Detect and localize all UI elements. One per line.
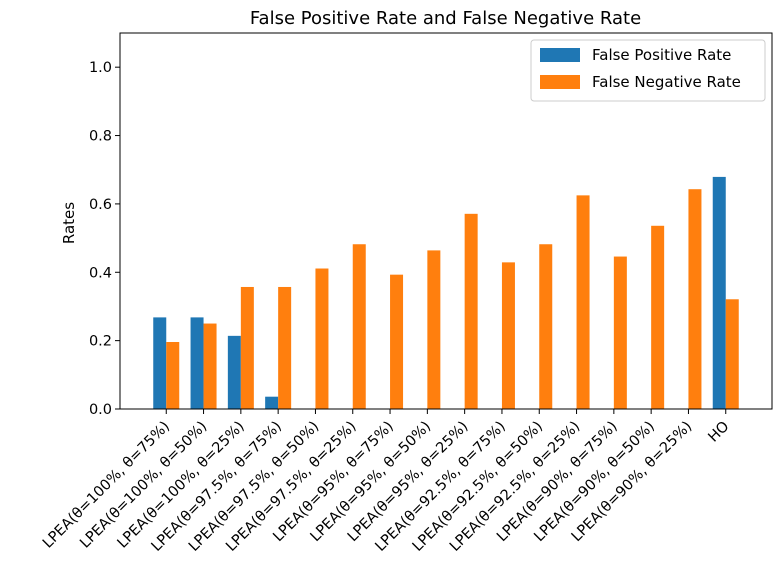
plot-frame (119, 32, 773, 410)
y-tick-label: 0.2 (89, 334, 112, 350)
fnr-bar-13 (651, 225, 665, 409)
fnr-bar-3 (278, 286, 292, 409)
legend-swatch-1 (540, 75, 580, 89)
fnr-bar-12 (613, 256, 627, 409)
y-axis-label: Rates (60, 202, 78, 244)
y-tick-label: 0.6 (89, 197, 112, 213)
fnr-bar-8 (464, 213, 478, 409)
legend: False Positive Rate False Negative Rate (530, 39, 766, 102)
fpr-bar-1 (190, 317, 204, 409)
bars-group (153, 176, 739, 409)
y-tick-label: 0.0 (89, 402, 112, 418)
fpr-bar-3 (265, 396, 279, 409)
fpr-bar-2 (227, 335, 241, 409)
fpr-bar-0 (153, 317, 167, 409)
fnr-bar-15 (725, 299, 739, 409)
y-tick-label: 0.8 (89, 129, 112, 145)
fnr-bar-11 (576, 195, 590, 409)
fnr-bar-10 (539, 244, 553, 409)
legend-box (530, 39, 766, 102)
x-axis: LPEA(θ=100%, θ=75%)LPEA(θ=100%, θ=50%)LP… (40, 409, 733, 555)
fnr-bar-5 (352, 244, 366, 409)
legend-label-1: False Negative Rate (592, 73, 741, 91)
fnr-bar-14 (688, 189, 702, 409)
y-tick-label: 0.4 (89, 265, 112, 281)
fnr-bar-9 (501, 262, 515, 409)
fnr-bar-6 (390, 274, 404, 409)
fnr-bar-7 (427, 250, 441, 409)
legend-swatch-0 (540, 48, 580, 62)
y-axis: 0.0 0.2 0.4 0.6 0.8 1.0 (89, 60, 120, 418)
y-tick-label: 1.0 (89, 60, 112, 76)
chart-title: False Positive Rate and False Negative R… (250, 8, 641, 29)
fnr-bar-1 (203, 323, 217, 409)
fnr-bar-0 (166, 342, 180, 409)
legend-label-0: False Positive Rate (592, 46, 731, 64)
fnr-bar-4 (315, 268, 329, 409)
fpr-bar-15 (712, 176, 726, 409)
fnr-bar-2 (240, 286, 254, 409)
